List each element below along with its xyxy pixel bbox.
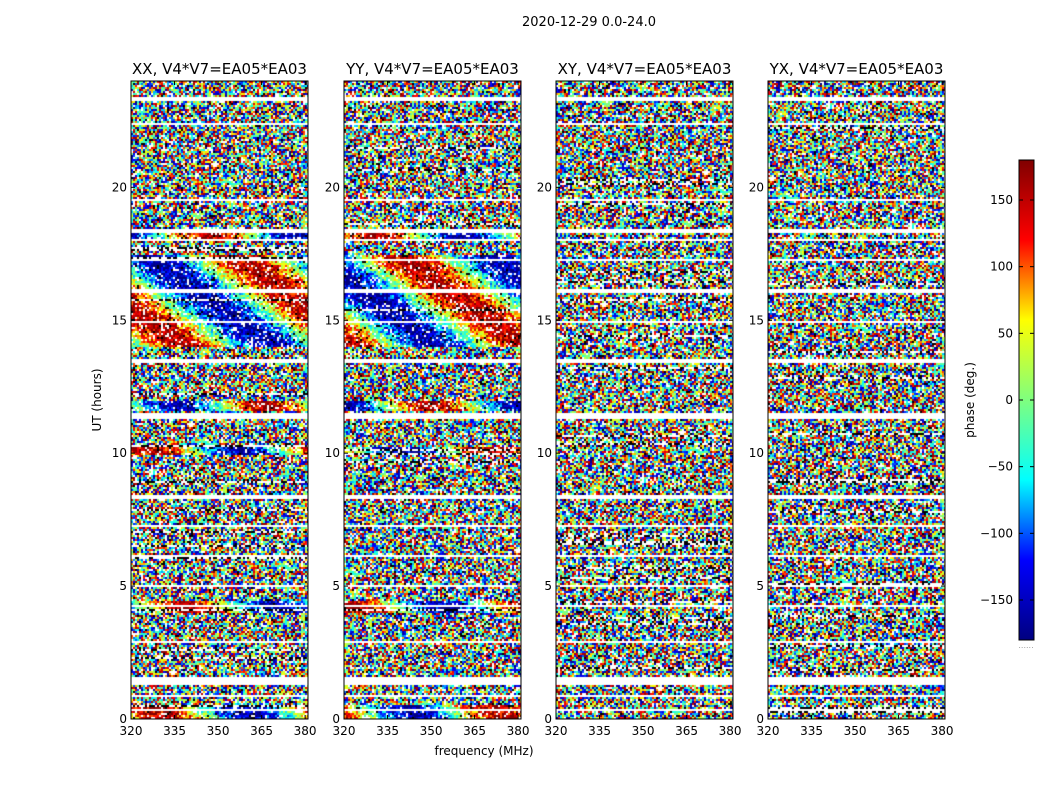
x-tick-label: 320: [545, 724, 568, 738]
x-tick-label: 335: [800, 724, 823, 738]
panel-title: XX, V4*V7=EA05*EA03: [132, 60, 307, 78]
heatmap-raster: [131, 81, 308, 719]
figure-title: 2020-12-29 0.0-24.0: [522, 15, 656, 30]
heatmap-raster: [556, 81, 733, 719]
y-tick-label: 0: [756, 712, 764, 726]
y-tick-label: 10: [112, 446, 127, 460]
y-tick-label: 15: [112, 313, 127, 327]
x-tick-label: 380: [507, 724, 530, 738]
y-tick-label: 5: [544, 579, 552, 593]
x-tick-label: 320: [120, 724, 143, 738]
colorbar-tick-label: −100: [980, 526, 1013, 540]
panel-3: XY, V4*V7=EA05*EA03 320 335 350 365 380 0 5 10 15…: [537, 60, 742, 738]
y-tick-label: 5: [332, 579, 340, 593]
y-tick-label: 15: [749, 313, 764, 327]
x-tick-label: 335: [163, 724, 186, 738]
y-tick-label: 20: [325, 180, 340, 194]
x-tick-label: 365: [675, 724, 698, 738]
x-tick-label: 335: [376, 724, 399, 738]
x-tick-label: 320: [333, 724, 356, 738]
axes-frame: [130, 80, 309, 720]
x-tick-label: 365: [463, 724, 486, 738]
x-tick-label: 335: [588, 724, 611, 738]
colorbar-tick-label: −50: [988, 460, 1013, 474]
y-axis-label: UT (hours): [90, 368, 104, 431]
x-tick-label: 350: [207, 724, 230, 738]
panel-1: XX, V4*V7=EA05*EA03 320 335 350 365 380 0 5 10 15…: [112, 60, 317, 738]
colorbar-tick-label: 150: [990, 193, 1013, 207]
panel-2: YY, V4*V7=EA05*EA03 320 335 350 365 380 0 5 10 15…: [325, 60, 530, 738]
y-tick-label: 10: [325, 446, 340, 460]
x-tick-label: 350: [632, 724, 655, 738]
axes-frame: [555, 80, 734, 720]
colorbar-tick-label: 100: [990, 260, 1013, 274]
y-tick-label: 15: [325, 313, 340, 327]
x-tick-label: 380: [294, 724, 317, 738]
x-tick-label: 350: [420, 724, 443, 738]
y-tick-label: 20: [112, 180, 127, 194]
y-tick-label: 5: [756, 579, 764, 593]
colorbar-footer: ......: [1018, 641, 1033, 650]
axes-frame: [343, 80, 522, 720]
y-tick-label: 5: [119, 579, 127, 593]
heatmap-raster: [344, 81, 521, 719]
x-tick-label: 380: [719, 724, 742, 738]
panel-4: YX, V4*V7=EA05*EA03 320 335 350 365 380 0 5 10 15…: [749, 60, 954, 738]
axes-frame: [767, 80, 946, 720]
panel-title: XY, V4*V7=EA05*EA03: [558, 60, 732, 78]
panels-group: XX, V4*V7=EA05*EA03 320 335 350 365 380 0 5 10 15…: [112, 60, 954, 738]
y-tick-label: 20: [537, 180, 552, 194]
panel-title: YY, V4*V7=EA05*EA03: [345, 60, 519, 78]
colorbar-tick-label: 0: [1005, 393, 1013, 407]
y-tick-label: 0: [544, 712, 552, 726]
x-tick-label: 350: [844, 724, 867, 738]
colorbar-tick-label: 50: [998, 326, 1013, 340]
x-tick-label: 365: [887, 724, 910, 738]
x-tick-label: 380: [931, 724, 954, 738]
heatmap-raster: [768, 81, 945, 719]
y-tick-label: 15: [537, 313, 552, 327]
y-tick-label: 0: [119, 712, 127, 726]
colorbar-label: phase (deg.): [963, 362, 977, 438]
y-tick-label: 10: [749, 446, 764, 460]
colorbar: 150 100 50 0 −50 −100 −150: [980, 159, 1035, 641]
x-tick-label: 365: [250, 724, 273, 738]
y-tick-label: 20: [749, 180, 764, 194]
panel-title: YX, V4*V7=EA05*EA03: [769, 60, 944, 78]
y-tick-label: 10: [537, 446, 552, 460]
x-tick-label: 320: [757, 724, 780, 738]
colorbar-tick-label: −150: [980, 593, 1013, 607]
y-tick-label: 0: [332, 712, 340, 726]
x-axis-label: frequency (MHz): [434, 744, 533, 758]
